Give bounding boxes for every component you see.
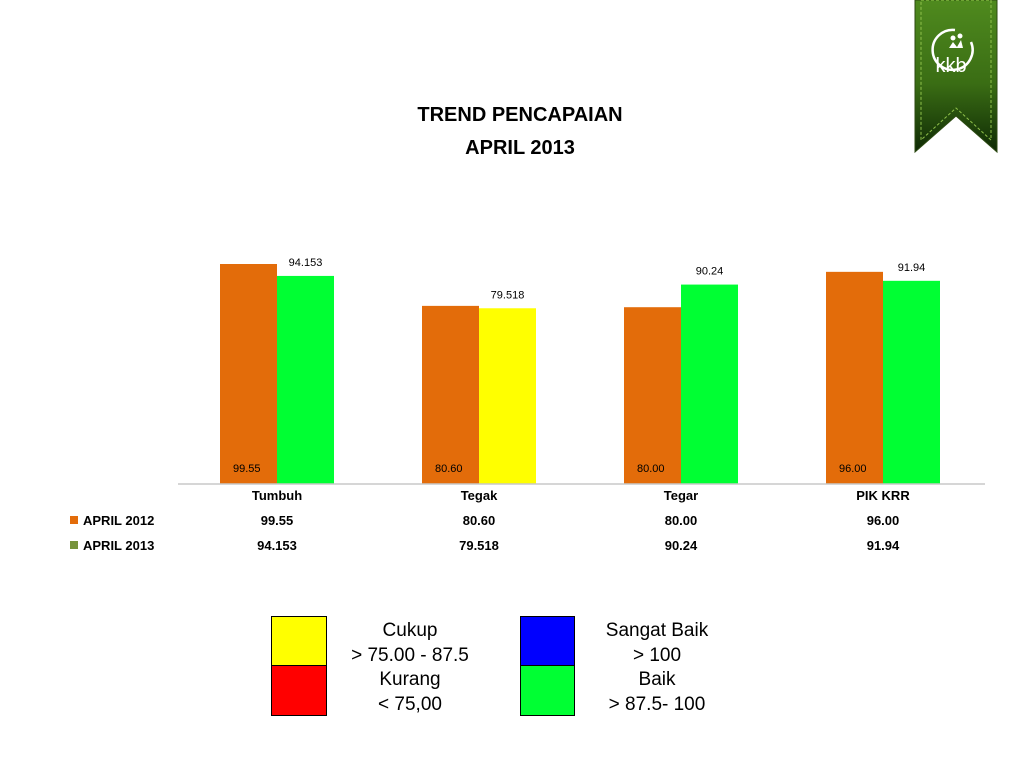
category-label: Tegak — [461, 488, 498, 503]
bar-2013-tegak — [479, 308, 536, 484]
table-value: 99.55 — [261, 513, 294, 528]
bar-2012-pik-krr — [826, 271, 883, 484]
data-label-2012: 80.60 — [435, 463, 463, 475]
legend-label-cukup: Cukup — [382, 620, 438, 641]
series-key-swatch — [70, 516, 78, 524]
bar-2013-pik-krr — [883, 280, 940, 484]
slide-title-line1: TREND PENCAPAIAN — [417, 104, 623, 126]
bar-chart: 99.55 94.153 80.60 79.518 80.00 90.24 96.00 91.… — [70, 257, 985, 553]
table-value: 79.518 — [459, 538, 499, 553]
series-name: APRIL 2012 — [83, 513, 154, 528]
legend-swatch-baik — [520, 665, 575, 716]
bar-2013-tegar — [681, 284, 738, 484]
data-label-2013: 94.153 — [289, 257, 323, 269]
bar-2013-tumbuh — [277, 275, 334, 484]
bar-2012-tumbuh — [220, 264, 277, 484]
table-value: 80.60 — [463, 513, 496, 528]
legend-range-baik: > 87.5- 100 — [608, 694, 706, 715]
data-label-2012: 99.55 — [233, 463, 261, 475]
legend-swatch-cukup — [271, 616, 327, 666]
data-label-2013: 91.94 — [898, 262, 926, 274]
series-name: APRIL 2013 — [83, 538, 154, 553]
legend-range-kurang: < 75,00 — [378, 694, 442, 715]
family-icon — [949, 33, 963, 48]
kkb-logo-badge: kkb — [914, 0, 998, 154]
legend-swatch-kurang — [271, 665, 327, 716]
legend-range-sangat-baik: > 100 — [632, 645, 682, 666]
table-value: 94.153 — [257, 538, 297, 553]
slide-title-line2: APRIL 2013 — [465, 137, 575, 159]
table-value: 90.24 — [665, 538, 698, 553]
bar-2012-tegak — [422, 305, 479, 484]
legend-label-sangat-baik: Sangat Baik — [605, 620, 709, 641]
data-label-2013: 79.518 — [491, 289, 525, 301]
legend-swatch-sangat-baik — [520, 616, 575, 666]
table-value: 80.00 — [665, 513, 698, 528]
table-value: 96.00 — [867, 513, 900, 528]
legend-label-kurang: Kurang — [379, 669, 441, 690]
data-label-2012: 96.00 — [839, 463, 867, 475]
category-label: Tegar — [664, 488, 698, 503]
category-label: Tumbuh — [252, 488, 302, 503]
series-key-swatch — [70, 541, 78, 549]
data-label-2013: 90.24 — [696, 266, 724, 278]
bar-2012-tegar — [624, 307, 681, 484]
category-label: PIK KRR — [856, 488, 910, 503]
legend-label-baik: Baik — [638, 669, 676, 690]
table-value: 91.94 — [867, 538, 900, 553]
logo-text: kkb — [935, 55, 966, 77]
data-label-2012: 80.00 — [637, 463, 665, 475]
legend-range-cukup: > 75.00 - 87.5 — [351, 645, 469, 666]
